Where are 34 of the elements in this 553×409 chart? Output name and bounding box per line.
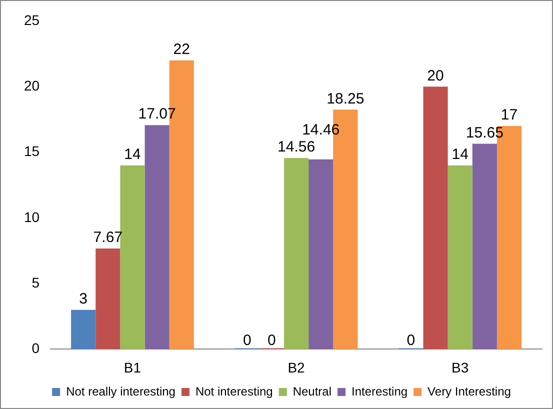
data-label: 0 <box>268 332 276 349</box>
bar <box>71 310 96 350</box>
data-label: 20 <box>427 67 444 84</box>
legend-label: Very Interesting <box>428 384 511 398</box>
bar <box>308 159 334 350</box>
bar <box>96 248 120 350</box>
legend-label: Not really interesting <box>66 384 176 398</box>
legend-label: Neutral <box>292 384 332 398</box>
legend-label: Interesting <box>352 384 408 398</box>
y-tick-label: 25 <box>24 12 40 28</box>
data-label: 18.25 <box>326 90 364 108</box>
data-label: 0 <box>406 332 416 349</box>
data-label: 14.56 <box>278 138 316 156</box>
data-label: 0 <box>242 332 252 349</box>
data-label: 14 <box>452 146 468 164</box>
bar <box>144 125 170 350</box>
x-tick-label: B1 <box>124 359 142 376</box>
bar <box>423 86 448 350</box>
data-label: 22 <box>173 41 190 58</box>
legend-label: Not interesting <box>195 384 273 398</box>
y-tick-label: 15 <box>24 143 40 160</box>
data-label: 17 <box>500 106 518 124</box>
bar <box>284 158 309 350</box>
x-tick-label: B2 <box>288 359 306 376</box>
y-tick-label: 0 <box>32 340 40 356</box>
y-tick-label: 5 <box>32 274 40 290</box>
bar <box>120 165 145 350</box>
data-label: 3 <box>79 290 88 308</box>
y-tick-label: 10 <box>24 208 40 225</box>
y-tick-label: 20 <box>24 78 40 94</box>
bar <box>472 144 497 350</box>
x-tick-label: B3 <box>452 359 469 376</box>
bar <box>448 165 472 350</box>
data-label: 14 <box>124 146 141 164</box>
